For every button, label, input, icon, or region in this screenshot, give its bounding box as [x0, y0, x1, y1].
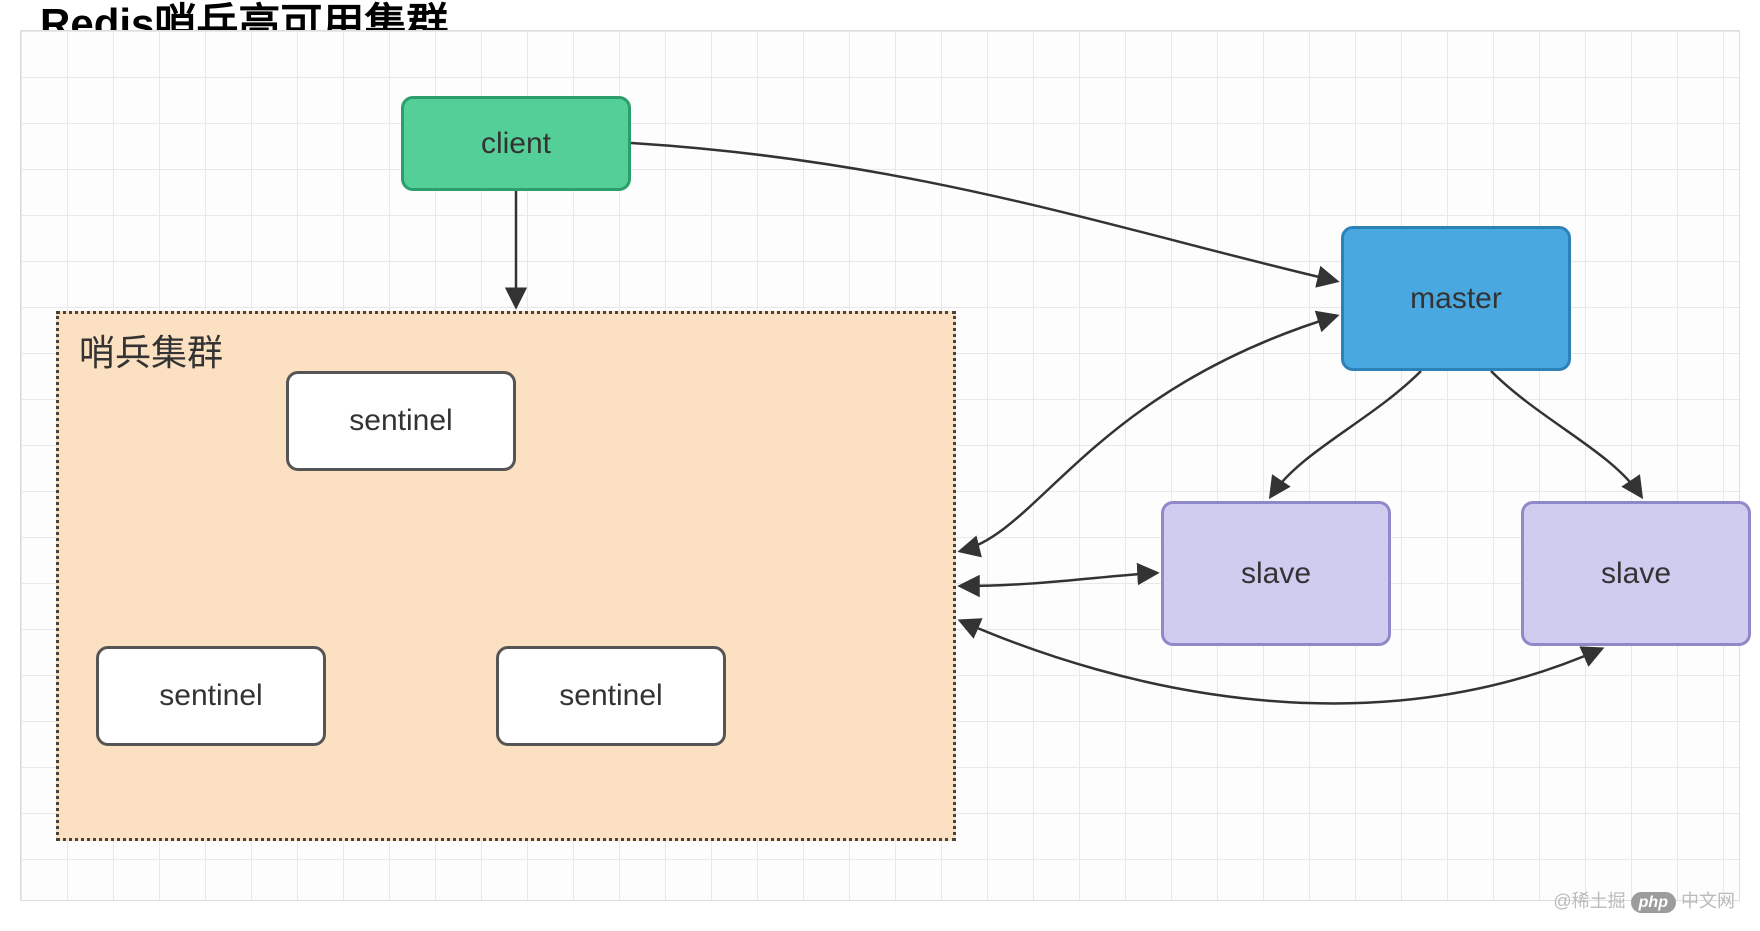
diagram-canvas: 哨兵集群 clientmasterslaveslavesentinelsenti…	[20, 30, 1740, 901]
watermark-badge: php	[1631, 892, 1676, 913]
slave1-node: slave	[1161, 501, 1391, 646]
edge-master-to-slave2	[1491, 371, 1641, 496]
sentinel2-node: sentinel	[96, 646, 326, 746]
watermark: @稀土掘 php 中文网	[1553, 887, 1735, 913]
edge-client-to-master	[631, 143, 1336, 281]
client-node: client	[401, 96, 631, 191]
edge-group-to-slave1	[961, 573, 1156, 586]
watermark-suffix: 中文网	[1681, 891, 1735, 911]
sentinel1-node: sentinel	[286, 371, 516, 471]
edge-master-to-slave1	[1271, 371, 1421, 496]
sentinel3-node: sentinel	[496, 646, 726, 746]
watermark-prefix: @稀土掘	[1553, 891, 1625, 911]
slave2-node: slave	[1521, 501, 1751, 646]
sentinel-cluster-label: 哨兵集群	[79, 324, 933, 376]
master-node: master	[1341, 226, 1571, 371]
